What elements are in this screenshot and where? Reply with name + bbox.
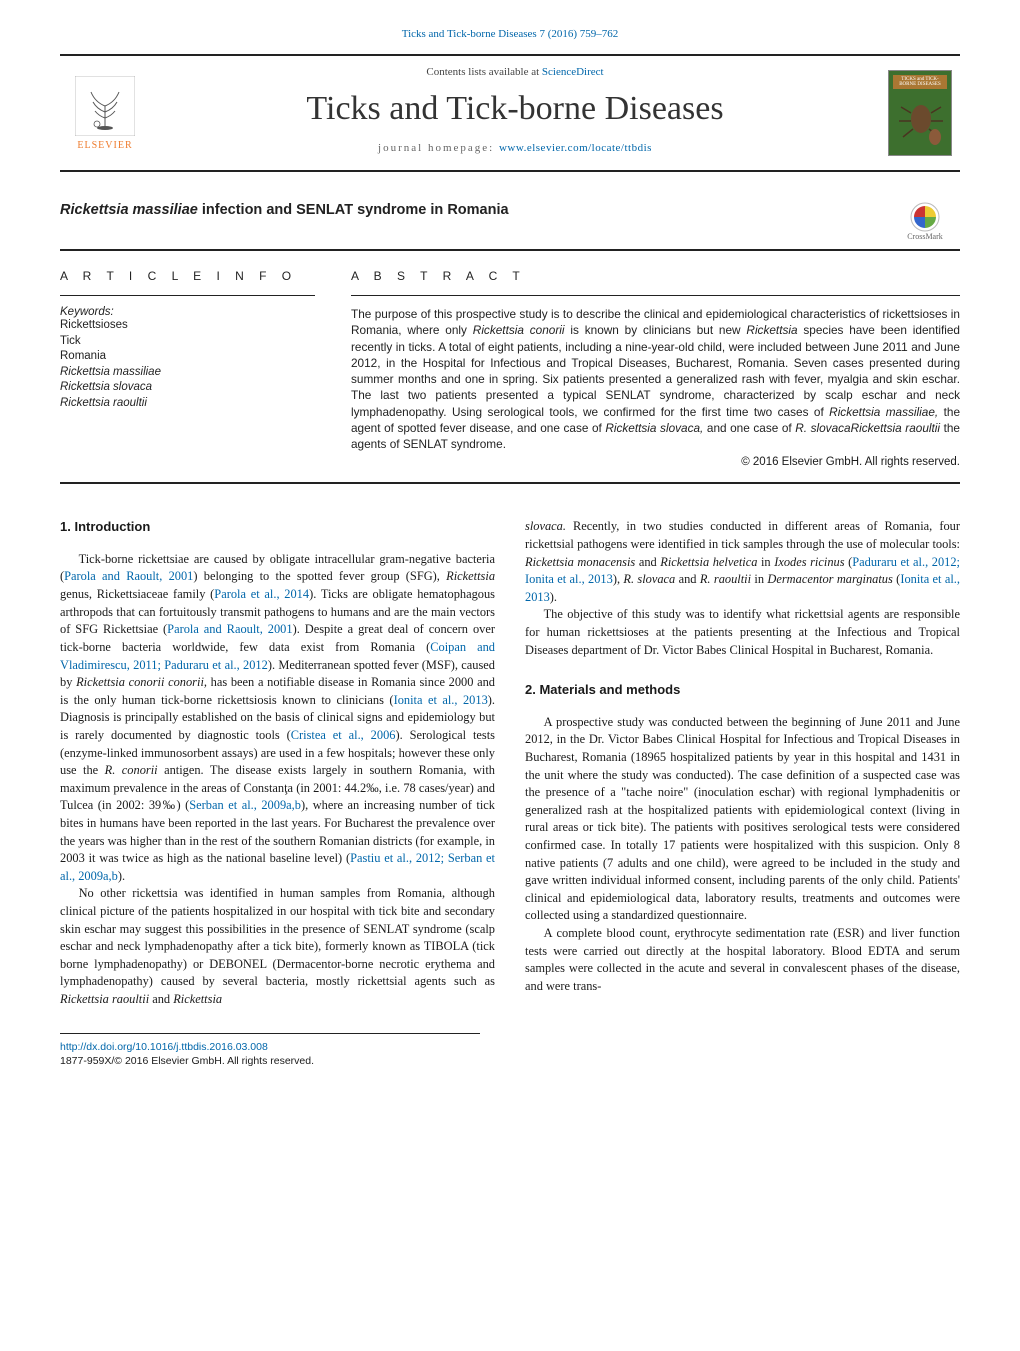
journal-header: ELSEVIER Contents lists available at Sci… bbox=[60, 54, 960, 172]
homepage-link[interactable]: www.elsevier.com/locate/ttbdis bbox=[499, 142, 652, 154]
citation-link[interactable]: Serban et al., 2009a,b bbox=[189, 798, 301, 812]
publisher-name: ELSEVIER bbox=[77, 140, 132, 151]
elsevier-tree-icon bbox=[75, 76, 135, 136]
keyword: Rickettsioses bbox=[60, 318, 315, 334]
keyword: Rickettsia massiliae bbox=[60, 365, 315, 381]
crossmark-icon bbox=[910, 202, 940, 232]
section-1-head: 1. Introduction bbox=[60, 518, 495, 536]
crossmark-badge[interactable]: CrossMark bbox=[890, 202, 960, 241]
info-abstract-row: A R T I C L E I N F O Keywords: Ricketts… bbox=[60, 269, 960, 468]
homepage-line: journal homepage: www.elsevier.com/locat… bbox=[150, 142, 880, 154]
abstract-rule bbox=[351, 295, 960, 296]
article-title-italic: Rickettsia massiliae bbox=[60, 202, 198, 218]
header-center: Contents lists available at ScienceDirec… bbox=[150, 56, 880, 170]
rule-top bbox=[60, 249, 960, 251]
citation-link[interactable]: Parola and Raoult, 2001 bbox=[64, 569, 193, 583]
publisher-logo-block: ELSEVIER bbox=[60, 56, 150, 170]
abstract-column: A B S T R A C T The purpose of this pros… bbox=[351, 269, 960, 468]
citation-link[interactable]: Cristea et al., 2006 bbox=[291, 728, 396, 742]
keyword: Rickettsia slovaca bbox=[60, 380, 315, 396]
contents-prefix: Contents lists available at bbox=[426, 66, 541, 78]
citation-link[interactable]: Parola and Raoult, 2001 bbox=[167, 622, 292, 636]
cover-image: TICKS and TICK-BORNE DISEASES bbox=[888, 70, 952, 156]
keyword: Rickettsia raoultii bbox=[60, 396, 315, 412]
article-info-head: A R T I C L E I N F O bbox=[60, 269, 315, 283]
sciencedirect-link[interactable]: ScienceDirect bbox=[542, 66, 604, 78]
cover-tick-icon bbox=[895, 93, 949, 149]
rule-after-abstract bbox=[60, 482, 960, 484]
body-two-column: 1. Introduction Tick-borne rickettsiae a… bbox=[60, 518, 960, 1069]
intro-para-4: The objective of this study was to ident… bbox=[525, 606, 960, 659]
methods-para-1: A prospective study was conducted betwee… bbox=[525, 714, 960, 925]
journal-cover-thumb: TICKS and TICK-BORNE DISEASES bbox=[880, 56, 960, 170]
keywords-list: RickettsiosesTickRomaniaRickettsia massi… bbox=[60, 318, 315, 411]
journal-title: Ticks and Tick-borne Diseases bbox=[150, 90, 880, 128]
footer-doi-block: http://dx.doi.org/10.1016/j.ttbdis.2016.… bbox=[60, 1033, 480, 1069]
crossmark-label: CrossMark bbox=[907, 232, 943, 241]
abstract-copyright: © 2016 Elsevier GmbH. All rights reserve… bbox=[351, 456, 960, 468]
keyword: Tick bbox=[60, 334, 315, 350]
abstract-text: The purpose of this prospective study is… bbox=[351, 306, 960, 452]
intro-para-2: No other rickettsia was identified in hu… bbox=[60, 885, 495, 1008]
citation-link[interactable]: Parola et al., 2014 bbox=[214, 587, 309, 601]
intro-para-3-col2: slovaca. Recently, in two studies conduc… bbox=[525, 518, 960, 606]
doi-link[interactable]: http://dx.doi.org/10.1016/j.ttbdis.2016.… bbox=[60, 1041, 268, 1053]
article-title: Rickettsia massiliae infection and SENLA… bbox=[60, 202, 509, 218]
keywords-label: Keywords: bbox=[60, 306, 315, 318]
methods-para-2: A complete blood count, erythrocyte sedi… bbox=[525, 925, 960, 995]
intro-para-1: Tick-borne rickettsiae are caused by obl… bbox=[60, 551, 495, 886]
article-title-plain: infection and SENLAT syndrome in Romania bbox=[198, 202, 509, 218]
running-head-citation: Ticks and Tick-borne Diseases 7 (2016) 7… bbox=[60, 28, 960, 40]
issn-copyright: 1877-959X/© 2016 Elsevier GmbH. All righ… bbox=[60, 1055, 314, 1067]
article-title-row: Rickettsia massiliae infection and SENLA… bbox=[60, 202, 960, 241]
cover-title-band: TICKS and TICK-BORNE DISEASES bbox=[893, 75, 947, 89]
article-info-column: A R T I C L E I N F O Keywords: Ricketts… bbox=[60, 269, 315, 468]
abstract-head: A B S T R A C T bbox=[351, 269, 960, 283]
section-2-head: 2. Materials and methods bbox=[525, 681, 960, 699]
citation-link[interactable]: Ionita et al., 2013 bbox=[394, 693, 488, 707]
info-rule bbox=[60, 295, 315, 296]
contents-available-line: Contents lists available at ScienceDirec… bbox=[150, 66, 880, 78]
keyword: Romania bbox=[60, 349, 315, 365]
homepage-prefix: journal homepage: bbox=[378, 142, 499, 154]
